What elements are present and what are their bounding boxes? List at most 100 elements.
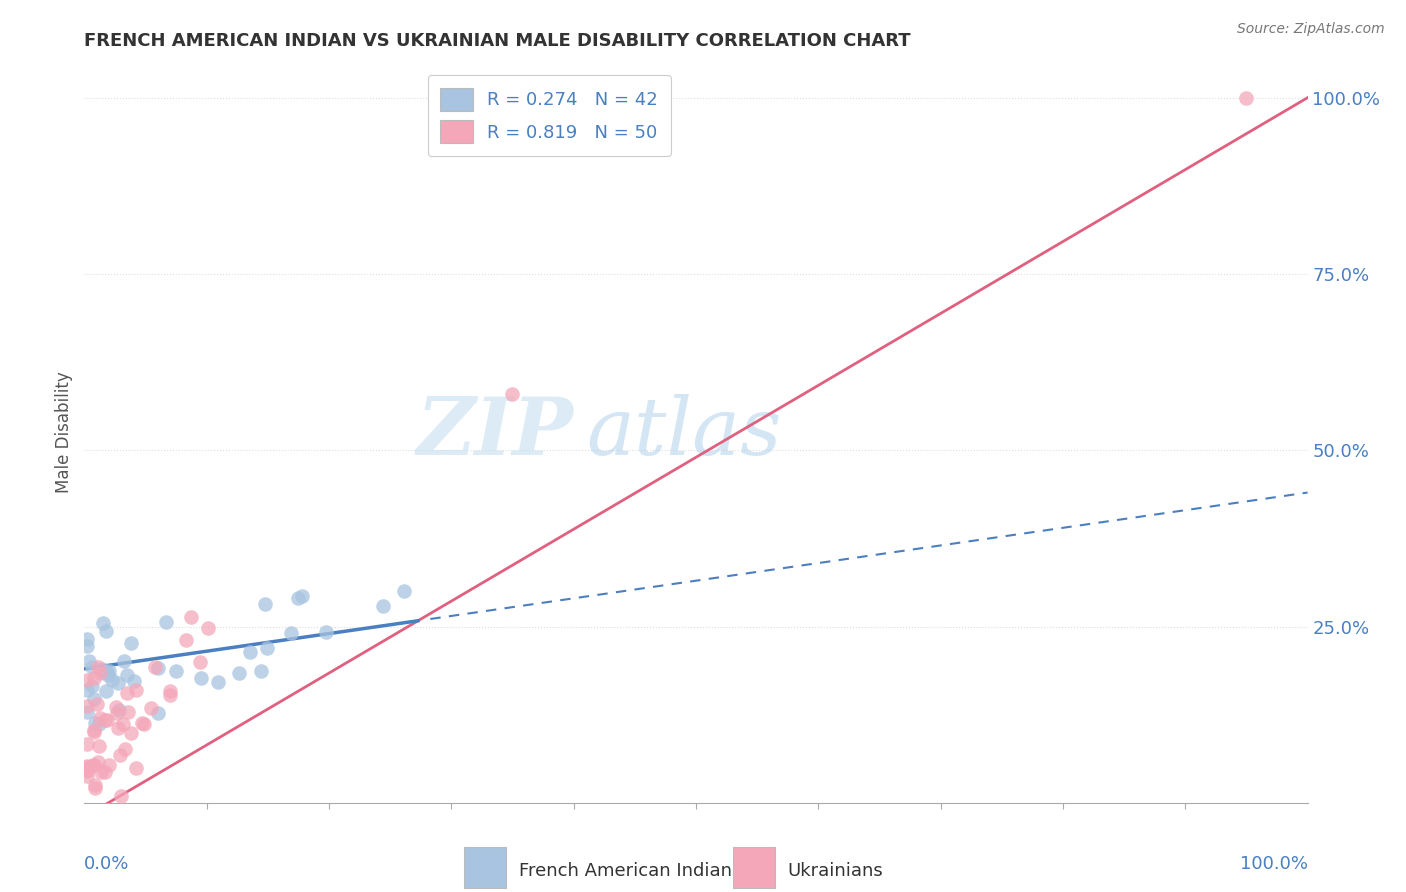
Point: [250, 665, 273, 679]
Point: [132, 717, 155, 731]
Point: [76, 737, 98, 751]
Point: [143, 660, 166, 674]
Point: [228, 666, 250, 681]
Point: [159, 688, 181, 702]
Point: [87, 717, 110, 731]
Point: [256, 640, 278, 655]
Point: [146, 661, 169, 675]
Point: [114, 742, 136, 756]
Point: [112, 717, 135, 731]
Point: [76, 683, 98, 698]
Point: [120, 636, 142, 650]
Point: [239, 645, 262, 659]
Point: [94, 713, 117, 727]
Point: [146, 706, 169, 720]
Point: [287, 591, 309, 606]
Point: [207, 674, 229, 689]
Point: [373, 599, 395, 613]
Point: [139, 700, 162, 714]
Point: [94, 684, 117, 698]
Point: [254, 597, 277, 611]
Point: [93, 665, 115, 679]
Point: [83, 671, 105, 685]
Point: [392, 584, 415, 599]
Point: [96, 665, 118, 679]
Point: [125, 682, 148, 697]
Point: [87, 739, 110, 753]
Point: [155, 615, 177, 629]
Point: [96, 714, 118, 728]
Text: 0.0%: 0.0%: [84, 855, 129, 872]
Point: [105, 706, 128, 720]
Point: [502, 387, 524, 401]
Point: [115, 668, 138, 682]
Point: [190, 671, 212, 685]
Point: [76, 640, 98, 654]
Point: [77, 654, 100, 668]
Point: [91, 616, 114, 631]
Y-axis label: Male Disability: Male Disability: [55, 372, 73, 493]
Point: [108, 703, 131, 717]
Point: [97, 668, 120, 682]
Point: [89, 710, 111, 724]
Point: [315, 625, 337, 640]
Text: French American Indians: French American Indians: [519, 862, 741, 880]
Point: [107, 675, 129, 690]
Point: [83, 781, 105, 796]
Point: [120, 726, 142, 740]
Point: [280, 625, 302, 640]
Point: [97, 664, 120, 678]
Point: [80, 679, 103, 693]
Point: [117, 706, 139, 720]
Text: Source: ZipAtlas.com: Source: ZipAtlas.com: [1237, 22, 1385, 37]
Text: ZIP: ZIP: [416, 394, 574, 471]
Point: [107, 722, 129, 736]
Point: [76, 705, 98, 719]
Point: [97, 758, 120, 772]
Point: [115, 686, 138, 700]
Point: [86, 697, 108, 711]
Bar: [733, 847, 776, 888]
Point: [110, 789, 132, 803]
Point: [197, 621, 219, 635]
Point: [176, 633, 198, 648]
Point: [105, 699, 128, 714]
Point: [87, 660, 110, 674]
Point: [131, 715, 153, 730]
Text: atlas: atlas: [586, 394, 782, 471]
Text: Ukrainians: Ukrainians: [787, 862, 883, 880]
Point: [76, 698, 98, 713]
Point: [86, 755, 108, 769]
Point: [101, 673, 124, 687]
Point: [76, 760, 98, 774]
Point: [291, 589, 314, 603]
Point: [91, 662, 114, 676]
Text: 100.0%: 100.0%: [1240, 855, 1308, 872]
Point: [76, 769, 98, 783]
Point: [108, 747, 131, 762]
Point: [83, 715, 105, 730]
Point: [82, 758, 104, 772]
Point: [76, 764, 98, 778]
Point: [112, 655, 135, 669]
Bar: [464, 847, 506, 888]
Point: [89, 665, 111, 680]
Point: [188, 655, 211, 669]
Point: [83, 758, 105, 772]
Point: [76, 764, 98, 778]
Point: [94, 624, 117, 638]
Point: [122, 673, 145, 688]
Point: [94, 765, 117, 780]
Point: [165, 665, 187, 679]
Point: [180, 610, 202, 624]
Text: FRENCH AMERICAN INDIAN VS UKRAINIAN MALE DISABILITY CORRELATION CHART: FRENCH AMERICAN INDIAN VS UKRAINIAN MALE…: [84, 32, 911, 50]
Point: [76, 759, 98, 773]
Point: [159, 683, 181, 698]
Point: [76, 673, 98, 687]
Point: [82, 660, 104, 674]
Point: [76, 632, 98, 646]
Point: [83, 723, 105, 737]
Point: [1236, 91, 1258, 105]
Point: [90, 764, 112, 779]
Point: [84, 778, 107, 792]
